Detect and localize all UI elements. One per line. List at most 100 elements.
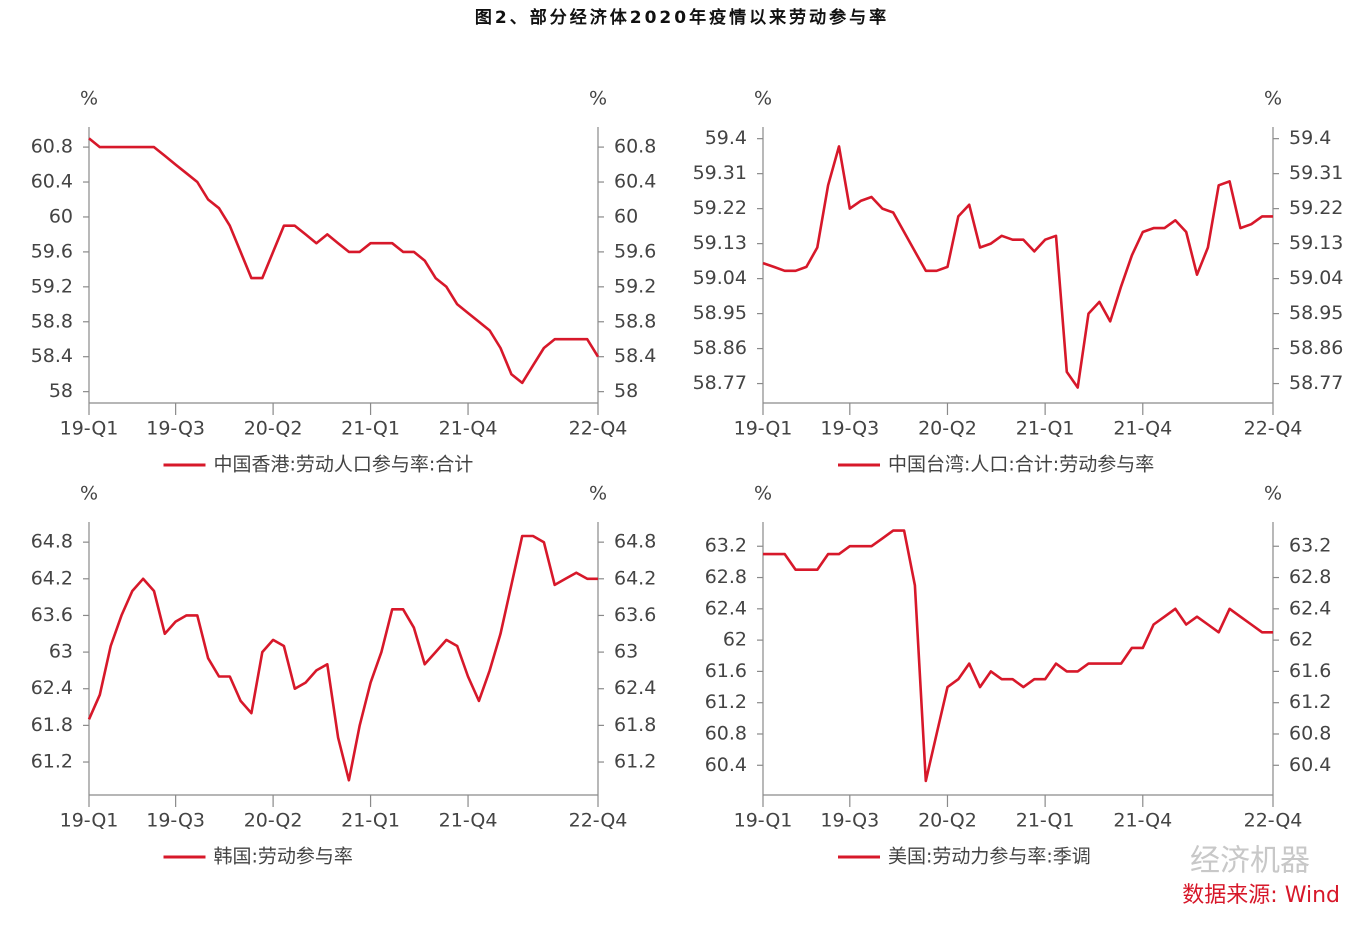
data-line	[88, 137, 600, 385]
y-unit: %	[80, 483, 98, 505]
y2-tick-label: 58.86	[1289, 337, 1343, 359]
y2-tick-label: 59.13	[1289, 232, 1343, 254]
x-tick-label: 22-Q4	[1244, 418, 1303, 440]
y2-tick-label: 62.8	[1289, 566, 1331, 588]
y-tick-label: 58.86	[693, 337, 747, 359]
x-tick-label: 19-Q3	[820, 810, 879, 832]
x-tick-label: 21-Q1	[1016, 810, 1075, 832]
y-tick-label: 59.13	[693, 232, 747, 254]
x-tick-label: 21-Q1	[341, 418, 400, 440]
y-tick-label: 59.4	[705, 127, 747, 149]
y-unit: %	[754, 88, 772, 110]
y2-unit: %	[589, 483, 607, 505]
y-unit: %	[80, 88, 98, 110]
y-tick-label: 62.4	[705, 597, 747, 619]
x-tick-label: 19-Q3	[146, 810, 205, 832]
y-tick-label: 58	[49, 380, 73, 402]
y2-tick-label: 60.4	[614, 171, 656, 193]
y-tick-label: 60.8	[31, 136, 73, 158]
y-tick-label: 58.77	[693, 372, 747, 394]
y2-tick-label: 62	[1289, 629, 1313, 651]
y2-tick-label: 60.4	[1289, 754, 1331, 776]
y2-tick-label: 59.4	[1289, 127, 1331, 149]
y-tick-label: 59.04	[693, 267, 747, 289]
y2-tick-label: 62.4	[614, 677, 656, 699]
data-line	[763, 529, 1273, 783]
y2-tick-label: 62.4	[1289, 597, 1331, 619]
y-tick-label: 63.2	[705, 535, 747, 557]
legend-label: 韩国:劳动参与率	[214, 846, 353, 868]
y-tick-label: 58.4	[31, 345, 73, 367]
x-tick-label: 21-Q4	[439, 418, 498, 440]
y-tick-label: 61.2	[31, 751, 73, 773]
data-line	[87, 534, 598, 782]
x-tick-label: 20-Q2	[918, 810, 977, 832]
x-tick-label: 19-Q3	[146, 418, 205, 440]
legend-label: 美国:劳动力参与率:季调	[888, 846, 1091, 868]
y2-tick-label: 63	[614, 641, 638, 663]
x-tick-label: 19-Q1	[734, 810, 793, 832]
y2-tick-label: 60.8	[614, 136, 656, 158]
y-tick-label: 63	[49, 641, 73, 663]
y2-tick-label: 59.04	[1289, 267, 1343, 289]
y2-tick-label: 58	[614, 380, 638, 402]
x-tick-label: 21-Q4	[1113, 810, 1172, 832]
y-tick-label: 60.8	[705, 722, 747, 744]
y-unit: %	[754, 483, 772, 505]
x-tick-label: 19-Q3	[820, 418, 879, 440]
y2-tick-label: 64.8	[614, 531, 656, 553]
y2-tick-label: 60	[614, 205, 638, 227]
y2-tick-label: 63.2	[1289, 535, 1331, 557]
y-tick-label: 59.2	[31, 275, 73, 297]
y2-tick-label: 60.8	[1289, 722, 1331, 744]
legend-label: 中国台湾:人口:合计:劳动参与率	[888, 454, 1154, 476]
x-tick-label: 22-Q4	[1244, 810, 1303, 832]
y-tick-label: 62.4	[31, 677, 73, 699]
x-tick-label: 21-Q1	[1016, 418, 1075, 440]
x-tick-label: 20-Q2	[918, 418, 977, 440]
y2-tick-label: 61.6	[1289, 660, 1331, 682]
y-tick-label: 59.31	[693, 162, 747, 184]
y-tick-label: 59.6	[31, 240, 73, 262]
y-tick-label: 63.6	[31, 604, 73, 626]
legend-label: 中国香港:劳动人口参与率:合计	[214, 454, 474, 476]
x-tick-label: 19-Q1	[60, 418, 119, 440]
y2-tick-label: 58.95	[1289, 302, 1343, 324]
x-tick-label: 22-Q4	[569, 810, 628, 832]
y2-tick-label: 58.8	[614, 310, 656, 332]
y-tick-label: 58.8	[31, 310, 73, 332]
y-tick-label: 61.8	[31, 714, 73, 736]
y-tick-label: 61.2	[705, 691, 747, 713]
source-note: 数据来源: Wind	[1182, 883, 1340, 908]
y2-unit: %	[589, 88, 607, 110]
y2-tick-label: 59.22	[1289, 197, 1343, 219]
y2-tick-label: 59.2	[614, 275, 656, 297]
x-tick-label: 21-Q1	[341, 810, 400, 832]
y-tick-label: 60	[49, 205, 73, 227]
x-tick-label: 19-Q1	[734, 418, 793, 440]
x-tick-label: 19-Q1	[60, 810, 119, 832]
y2-tick-label: 61.8	[614, 714, 656, 736]
y2-tick-label: 59.31	[1289, 162, 1343, 184]
x-tick-label: 21-Q4	[1113, 418, 1172, 440]
y2-tick-label: 58.77	[1289, 372, 1343, 394]
y-tick-label: 61.6	[705, 660, 747, 682]
y-tick-label: 62.8	[705, 566, 747, 588]
y-tick-label: 60.4	[31, 171, 73, 193]
x-tick-label: 20-Q2	[244, 418, 303, 440]
y2-unit: %	[1264, 88, 1282, 110]
data-line	[762, 145, 1273, 389]
y2-tick-label: 63.6	[614, 604, 656, 626]
y-tick-label: 58.95	[693, 302, 747, 324]
x-tick-label: 22-Q4	[569, 418, 628, 440]
y2-tick-label: 61.2	[614, 751, 656, 773]
y2-tick-label: 58.4	[614, 345, 656, 367]
figure-title: 图2、部分经济体2020年疫情以来劳动参与率	[475, 7, 889, 28]
y-tick-label: 59.22	[693, 197, 747, 219]
watermark: 经济机器	[1190, 844, 1310, 879]
y-tick-label: 64.8	[31, 531, 73, 553]
y-tick-label: 64.2	[31, 567, 73, 589]
y2-tick-label: 64.2	[614, 567, 656, 589]
y-tick-label: 60.4	[705, 754, 747, 776]
